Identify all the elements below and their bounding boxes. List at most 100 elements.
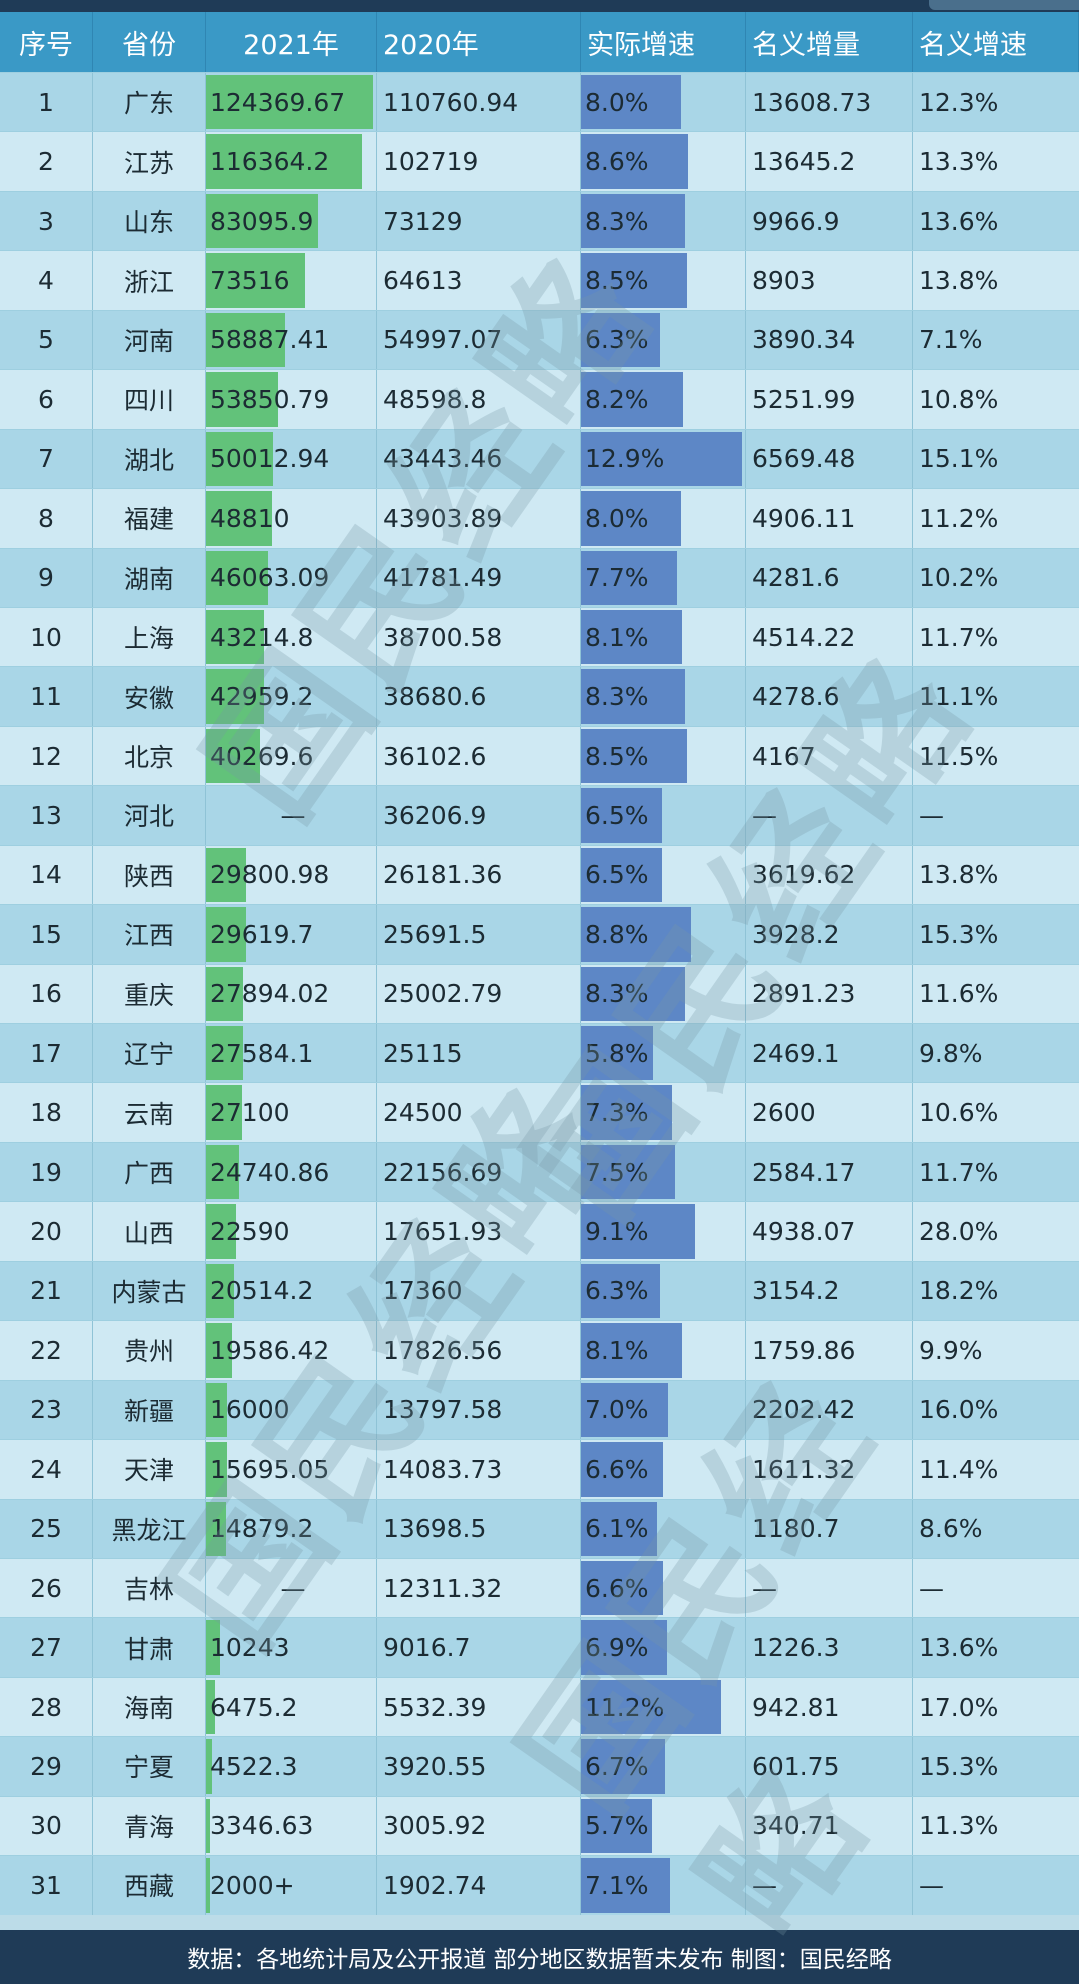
cell-value: 4 bbox=[38, 266, 54, 296]
cell-nom_inc: 2202.42 bbox=[746, 1380, 913, 1440]
cell-nom_inc: — bbox=[746, 786, 913, 845]
bar-real-growth bbox=[581, 1382, 669, 1438]
cell-value: 23 bbox=[30, 1395, 62, 1425]
cell-value: 48810 bbox=[210, 503, 290, 533]
cell-value: 40269.6 bbox=[210, 741, 314, 771]
cell-real: 12.9% bbox=[581, 429, 746, 489]
header-cell: 名义增量 bbox=[746, 12, 913, 72]
cell-value: 10.2% bbox=[919, 563, 999, 593]
cell-y2021: 29800.98 bbox=[206, 845, 377, 905]
bar-2021 bbox=[206, 1442, 228, 1497]
cell-nom_rate: 11.4% bbox=[913, 1440, 1079, 1498]
cell-nom_inc: 2469.1 bbox=[746, 1024, 913, 1083]
cell-y2021: 14879.2 bbox=[206, 1499, 377, 1558]
cell-prov: 黑龙江 bbox=[93, 1499, 206, 1558]
cell-value: 上海 bbox=[123, 624, 174, 654]
cell-no: 21 bbox=[0, 1261, 93, 1321]
cell-value: 12 bbox=[30, 741, 62, 771]
table-row: 16 重庆 27894.02 25002.79 8.3% 2891.23 11.6% bbox=[0, 963, 1079, 1023]
cell-y2021: 83095.9 bbox=[206, 191, 377, 251]
cell-y2021: 2000+ bbox=[206, 1856, 377, 1915]
cell-prov: 贵州 bbox=[93, 1321, 206, 1380]
cell-y2020: 3920.55 bbox=[377, 1737, 581, 1796]
cell-real: 8.2% bbox=[581, 370, 746, 429]
cell-nom_inc: 5251.99 bbox=[746, 370, 913, 429]
cell-y2020: 54997.07 bbox=[377, 310, 581, 370]
cell-value: 17360 bbox=[383, 1276, 463, 1306]
cell-no: 1 bbox=[0, 73, 93, 132]
cell-y2021: 6475.2 bbox=[206, 1677, 377, 1737]
bar-2021 bbox=[206, 609, 265, 665]
cell-nom_inc: 3619.62 bbox=[746, 845, 913, 905]
bar-2021 bbox=[206, 1382, 228, 1438]
cell-value: 102719 bbox=[383, 147, 479, 177]
cell-y2020: 13698.5 bbox=[377, 1499, 581, 1558]
cell-value: 8.0% bbox=[585, 503, 649, 533]
table-row: 20 山西 22590 17651.93 9.1% 4938.07 28.0% bbox=[0, 1201, 1079, 1261]
cell-nom_inc: 942.81 bbox=[746, 1677, 913, 1737]
cell-value: 5.7% bbox=[585, 1811, 649, 1841]
cell-nom_rate: 13.8% bbox=[913, 846, 1079, 904]
cell-value: 11.2% bbox=[585, 1692, 665, 1722]
cell-nom_inc: — bbox=[746, 1856, 913, 1915]
cell-no: 2 bbox=[0, 132, 93, 191]
cell-y2021: 48810 bbox=[206, 489, 377, 548]
cell-value: 15.3% bbox=[919, 919, 999, 949]
cell-value: 8 bbox=[38, 503, 54, 533]
cell-no: 22 bbox=[0, 1321, 93, 1380]
cell-y2020: 36102.6 bbox=[377, 726, 581, 786]
cell-value: 10.6% bbox=[919, 1098, 999, 1128]
table-body: 1 广东 124369.67 110760.94 8.0% 13608.73 12.3% 2 江… bbox=[0, 72, 1079, 1915]
header-cell: 2021年 bbox=[206, 12, 377, 72]
cell-y2021: 73516 bbox=[206, 251, 377, 310]
bar-2021 bbox=[206, 1858, 210, 1913]
cell-value: 4938.07 bbox=[752, 1217, 856, 1247]
cell-value: 30 bbox=[30, 1811, 62, 1841]
cell-value: 广东 bbox=[123, 89, 174, 119]
cell-value: 福建 bbox=[123, 505, 174, 535]
cell-real: 8.6% bbox=[581, 132, 746, 191]
cell-nom_inc: 601.75 bbox=[746, 1737, 913, 1796]
cell-no: 28 bbox=[0, 1677, 93, 1737]
cell-real: 8.0% bbox=[581, 489, 746, 548]
cell-real: 7.3% bbox=[581, 1083, 746, 1142]
cell-nom_rate: 13.6% bbox=[913, 1618, 1079, 1676]
bar-real-growth bbox=[581, 1679, 721, 1735]
cell-value: 6.7% bbox=[585, 1751, 649, 1781]
cell-y2021: 116364.2 bbox=[206, 132, 377, 191]
cell-value: 14 bbox=[30, 860, 62, 890]
bar-real-growth bbox=[581, 75, 681, 130]
cell-value: 2202.42 bbox=[752, 1395, 856, 1425]
cell-prov: 广东 bbox=[93, 73, 206, 132]
cell-value: 83095.9 bbox=[210, 206, 314, 236]
cell-value: 1902.74 bbox=[383, 1870, 487, 1900]
cell-value: 8.1% bbox=[585, 622, 649, 652]
cell-real: 9.1% bbox=[581, 1202, 746, 1261]
cell-nom_rate: 17.0% bbox=[913, 1678, 1079, 1736]
cell-value: 13.3% bbox=[919, 147, 999, 177]
header-cell: 名义增速 bbox=[913, 12, 1079, 72]
cell-value: 14879.2 bbox=[210, 1514, 314, 1544]
cell-value: 6 bbox=[38, 384, 54, 414]
cell-nom_rate: 18.2% bbox=[913, 1262, 1079, 1320]
cell-nom_inc: 6569.48 bbox=[746, 429, 913, 489]
cell-value: 22590 bbox=[210, 1217, 290, 1247]
cell-y2021: 27100 bbox=[206, 1083, 377, 1142]
bar-2021 bbox=[206, 1144, 240, 1200]
cell-prov: 宁夏 bbox=[93, 1737, 206, 1796]
cell-nom_rate: 11.3% bbox=[913, 1797, 1079, 1855]
cell-prov: 内蒙古 bbox=[93, 1261, 206, 1321]
cell-value: 29619.7 bbox=[210, 919, 314, 949]
cell-value: 11.7% bbox=[919, 1157, 999, 1187]
bar-real-growth bbox=[581, 372, 684, 427]
cell-value: 6.5% bbox=[585, 860, 649, 890]
cell-real: 8.3% bbox=[581, 667, 746, 726]
cell-value: — bbox=[752, 1573, 777, 1603]
cell-real: 8.5% bbox=[581, 726, 746, 786]
cell-nom_rate: 28.0% bbox=[913, 1202, 1079, 1260]
table-row: 24 天津 15695.05 14083.73 6.6% 1611.32 11.4% bbox=[0, 1439, 1079, 1499]
cell-no: 12 bbox=[0, 726, 93, 786]
cell-y2020: 43443.46 bbox=[377, 429, 581, 489]
cell-no: 17 bbox=[0, 1024, 93, 1083]
table-row: 9 湖南 46063.09 41781.49 7.7% 4281.6 10.2% bbox=[0, 547, 1079, 607]
